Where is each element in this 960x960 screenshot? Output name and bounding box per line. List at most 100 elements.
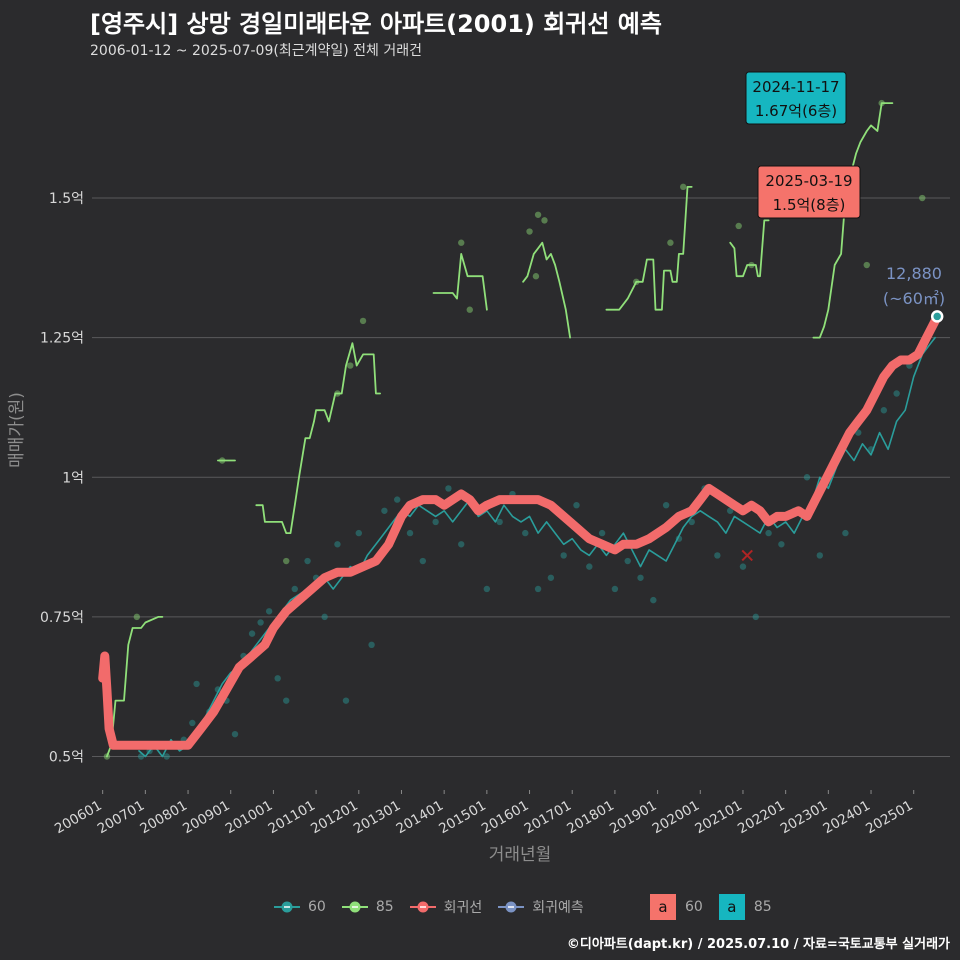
forecast-label: (~60㎡): [883, 289, 945, 308]
scatter-point-60: [598, 529, 606, 537]
chart-subtitle: 2006-01-12 ~ 2025-07-09(최근계약일) 전체 거래건: [90, 43, 422, 59]
x-tick-label: 201601: [479, 798, 532, 838]
series-line-85: [522, 241, 571, 339]
legend-label: 85: [753, 899, 772, 915]
scatter-point-60: [855, 429, 862, 436]
scatter-point-60: [406, 529, 414, 537]
scatter-point-60: [893, 390, 900, 397]
chart-title: [영주시] 상망 경일미래타운 아파트(2001) 회귀선 예측: [90, 10, 662, 38]
series-line-85: [729, 219, 770, 278]
scatter-point-60: [778, 541, 785, 548]
scatter-point-60: [611, 585, 619, 593]
legend-lines: 60 85 회귀선 회귀예측: [274, 894, 600, 920]
scatter-point-60: [257, 619, 264, 626]
legend-label: 85: [375, 899, 394, 915]
x-tick-label: 201201: [308, 798, 361, 838]
legend-line-icon: [409, 901, 436, 913]
legend-item: 회귀선: [409, 897, 483, 917]
scatter-point-85: [919, 194, 926, 202]
scatter-point-60: [193, 680, 200, 688]
scatter-point-85: [133, 613, 141, 621]
annotation-box: [745, 71, 847, 125]
scatter-point-60: [231, 730, 239, 738]
y-tick-label: 1.25억: [40, 331, 84, 347]
scatter-point-60: [534, 585, 542, 593]
scatter-point-85: [534, 211, 542, 218]
scatter-point-60: [573, 501, 580, 509]
legend-item: a 85: [718, 894, 772, 920]
scatter-point-60: [803, 474, 811, 481]
scatter-point-60: [688, 518, 695, 526]
cross-marker: [741, 549, 753, 562]
scatter-point-60: [419, 557, 427, 565]
x-tick-label: 200701: [95, 798, 148, 838]
scatter-point-85: [541, 217, 548, 224]
credit-text: ©디아파트(dapt.kr) / 2025.07.10 / 자료=국토교통부 실…: [566, 937, 950, 952]
scatter-point-60: [662, 501, 670, 509]
y-tick-label: 0.75억: [40, 610, 84, 626]
legend-box-icon: a: [718, 894, 745, 920]
scatter-point-60: [368, 641, 375, 648]
scatter-point-60: [283, 697, 290, 704]
x-tick-label: 201801: [564, 798, 617, 838]
scatter-point-85: [863, 261, 870, 269]
x-tick-label: 202501: [863, 798, 916, 838]
scatter-point-85: [735, 222, 742, 230]
annotation-box: [757, 165, 861, 219]
y-axis-title: 매매가(원): [7, 392, 27, 468]
scatter-point-60: [714, 552, 721, 559]
x-tick-label: 202201: [735, 798, 788, 838]
legend-box-icon: a: [650, 894, 676, 920]
grid-lines: [92, 197, 950, 757]
x-tick-label: 200601: [52, 798, 105, 838]
forecast-point: [930, 310, 944, 323]
scatter-point-60: [321, 613, 328, 621]
scatter-point-60: [381, 507, 388, 514]
forecast-label: 12,880: [886, 264, 942, 283]
scatter-point-60: [496, 518, 503, 526]
x-tick-label: 201901: [607, 798, 660, 838]
legend-label: 회귀예측: [532, 900, 584, 916]
annotation-price: 1.67억(6층): [755, 102, 837, 120]
x-axis-title: 거래년월: [489, 845, 552, 865]
legend-item: a 60: [650, 894, 703, 920]
scatter-point-60: [304, 557, 311, 565]
scatter-point-60: [458, 541, 465, 548]
scatter-point-60: [726, 507, 734, 514]
annotations: 12,880 (~60㎡) 2024-11-17 1.67억(6층) 2025-03-1…: [745, 71, 945, 323]
scatter-point-60: [189, 719, 196, 727]
legend-boxes: a 60 a 85: [650, 894, 788, 920]
series-line-85: [812, 102, 894, 339]
scatter-point-60: [274, 675, 281, 682]
scatter-point-85: [667, 239, 674, 246]
scatter-point-85: [526, 228, 533, 235]
series-line-85: [432, 253, 488, 311]
scatter-point-60: [765, 529, 772, 537]
x-tick-label: 201301: [351, 798, 404, 838]
scatter-point-60: [248, 630, 256, 637]
scatter-point-85: [532, 273, 540, 280]
y-tick-label: 1억: [62, 470, 84, 486]
annotation-date: 2024-11-17: [752, 78, 839, 96]
scatter-point-85: [458, 239, 465, 246]
scatter-point-85: [347, 362, 354, 369]
legend-line-icon: [274, 901, 300, 913]
legend-label: 회귀선: [443, 900, 483, 916]
scatter-point-60: [522, 529, 529, 537]
legend-label: 60: [308, 899, 326, 915]
x-tick-label: 201501: [436, 798, 489, 838]
scatter-point-60: [334, 541, 341, 548]
scatter-point-60: [547, 574, 555, 581]
scatter-point-60: [752, 613, 759, 621]
x-tick-label: 202401: [820, 798, 873, 838]
series-line-regression: [98, 316, 940, 750]
scatter-point-85: [283, 557, 290, 565]
annotation-date: 2025-03-19: [765, 172, 852, 190]
x-tick-label: 200901: [180, 798, 233, 838]
scatter-point-60: [560, 552, 567, 559]
scatter-point-85: [359, 317, 367, 325]
series-line-85: [106, 616, 164, 758]
scatter-point-60: [394, 496, 401, 503]
legend-line-icon: [498, 901, 525, 913]
